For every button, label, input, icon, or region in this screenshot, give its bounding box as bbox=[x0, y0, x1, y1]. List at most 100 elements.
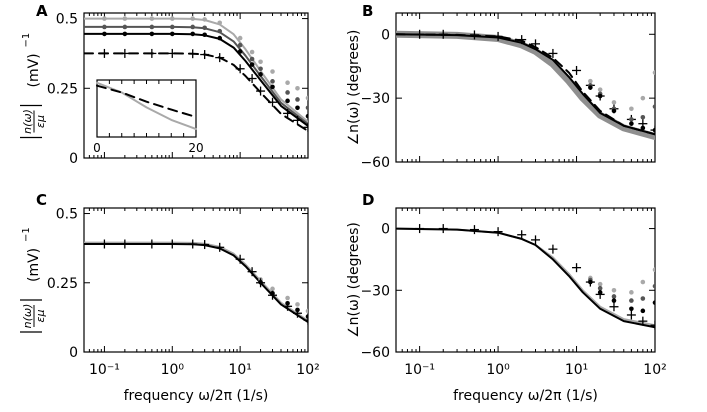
data-point-dots-dark bbox=[640, 308, 646, 314]
data-point-plus bbox=[469, 30, 479, 40]
data-point-plus bbox=[120, 239, 130, 249]
series-line-dark-line bbox=[84, 32, 308, 127]
x-ticks bbox=[83, 13, 309, 158]
data-point-dots-mid bbox=[217, 28, 223, 34]
y-label-numerator: n(ω) bbox=[21, 304, 34, 329]
axes-frame bbox=[395, 207, 656, 353]
series-line-light-line bbox=[396, 227, 655, 327]
data-point-dots-light bbox=[305, 95, 308, 101]
series-line-dashed bbox=[84, 52, 308, 132]
data-point-dots-light bbox=[597, 281, 603, 287]
data-point-dots-mid bbox=[640, 296, 646, 301]
data-point-dots-dark bbox=[270, 84, 275, 90]
data-point-dots-light bbox=[258, 59, 263, 65]
data-point-dots-dark bbox=[597, 290, 603, 295]
data-point-dots-mid bbox=[237, 42, 243, 48]
inset-x-tick-label: 20 bbox=[188, 141, 203, 155]
data-point-plus bbox=[147, 239, 157, 249]
data-point-dots-mid bbox=[249, 56, 255, 62]
data-point-dots-mid bbox=[611, 294, 617, 299]
data-point-plus bbox=[531, 235, 541, 245]
data-point-dots-light bbox=[611, 100, 617, 105]
series-line-light-line bbox=[84, 241, 308, 322]
data-point-plus bbox=[517, 35, 527, 45]
data-point-dots-dark bbox=[652, 300, 655, 305]
panels-group: A00.250.50 20n(ω) εμ(mV)−1B−60−300∠n(ω) (d… bbox=[20, 2, 667, 404]
data-point-plus bbox=[215, 53, 225, 63]
data-point-dots-mid bbox=[149, 24, 155, 30]
data-point-plus bbox=[548, 244, 558, 254]
y-axis-label: n(ω) εμ (mV) −1 bbox=[20, 227, 47, 333]
data-point-dots-dark bbox=[611, 298, 617, 303]
data-point-dots-dark bbox=[217, 35, 223, 41]
data-point-dots-mid bbox=[122, 24, 128, 30]
data-point-plus bbox=[650, 320, 655, 330]
y-label-unit: (mV) bbox=[26, 53, 42, 87]
axes-frame bbox=[83, 207, 309, 353]
data-point-dots-light bbox=[652, 267, 655, 273]
data-point-dots-light bbox=[102, 16, 107, 21]
data-point-plus bbox=[283, 301, 293, 311]
data-point-plus bbox=[517, 230, 527, 240]
data-point-dots-mid bbox=[629, 298, 634, 303]
data-point-dots-dark bbox=[629, 306, 634, 312]
data-point-dots-dark bbox=[102, 31, 107, 37]
data-point-dots-mid bbox=[597, 285, 603, 291]
data-point-dots-mid bbox=[190, 24, 196, 30]
data-point-dots-mid bbox=[652, 283, 655, 289]
data-point-plus bbox=[303, 315, 308, 325]
data-point-dots-light bbox=[295, 85, 300, 91]
data-point-plus bbox=[609, 302, 619, 312]
panel-label-d: D bbox=[362, 191, 374, 209]
data-point-plus bbox=[167, 239, 177, 249]
data-point-dots-light bbox=[202, 17, 207, 22]
series-line-mid-line bbox=[84, 25, 308, 125]
data-point-plus bbox=[200, 50, 210, 60]
data-point-plus bbox=[415, 29, 425, 39]
data-point-plus bbox=[292, 308, 302, 318]
data-point-dots-light bbox=[285, 295, 290, 301]
x-tick-label: 10² bbox=[296, 362, 319, 378]
data-point-plus bbox=[626, 310, 636, 320]
data-point-dots-light bbox=[597, 87, 603, 92]
y-tick-label: −30 bbox=[360, 283, 390, 299]
data-point-plus bbox=[303, 122, 308, 132]
series-group bbox=[396, 29, 655, 140]
data-point-dots-light bbox=[295, 302, 300, 307]
panel-label-b: B bbox=[362, 2, 373, 20]
data-point-dots-dark bbox=[611, 108, 617, 114]
data-point-plus bbox=[438, 224, 448, 234]
series-group bbox=[84, 239, 308, 325]
data-point-plus bbox=[268, 97, 278, 107]
data-point-dots-light bbox=[122, 16, 128, 21]
data-point-dots-mid bbox=[102, 24, 107, 30]
data-point-dots-dark bbox=[588, 279, 593, 285]
axes-frame bbox=[395, 12, 656, 163]
data-point-dots-light bbox=[237, 35, 243, 41]
data-point-dots-dark bbox=[237, 49, 243, 54]
series-line-dashed bbox=[396, 33, 655, 136]
data-point-dots-dark bbox=[629, 121, 634, 126]
data-point-dots-mid bbox=[270, 79, 275, 84]
data-point-dots-light bbox=[270, 69, 275, 74]
panel-c: C 10⁻¹ 10⁰ 10¹ 10² 0 0.25 0.5 n(ω) εμ (mV) −1 freque… bbox=[20, 191, 320, 404]
data-point-plus bbox=[235, 254, 245, 264]
series-line-light-line bbox=[84, 17, 308, 123]
y-label-unit: (mV) bbox=[26, 248, 42, 282]
data-point-plus bbox=[188, 239, 198, 249]
series-group bbox=[396, 224, 655, 330]
data-point-dots-mid bbox=[305, 105, 308, 111]
data-point-plus bbox=[215, 242, 225, 252]
y-axis-label: n(ω) εμ (mV) −1 bbox=[20, 33, 47, 139]
data-point-dots-dark bbox=[597, 93, 603, 99]
y-axis-label: ∠n(ω) (degrees) bbox=[346, 222, 362, 338]
x-tick-label: 10⁰ bbox=[161, 362, 185, 378]
panel-a: A 0 0.25 0.5 0 20 n(ω) εμ (mV) −1 bbox=[20, 2, 309, 167]
data-point-dots-dark bbox=[295, 105, 300, 111]
data-point-dots-mid bbox=[295, 97, 300, 102]
data-point-plus bbox=[531, 39, 541, 49]
data-point-dots-light bbox=[217, 20, 223, 26]
data-point-dots-mid bbox=[258, 66, 263, 72]
data-point-dots-light bbox=[611, 287, 617, 293]
